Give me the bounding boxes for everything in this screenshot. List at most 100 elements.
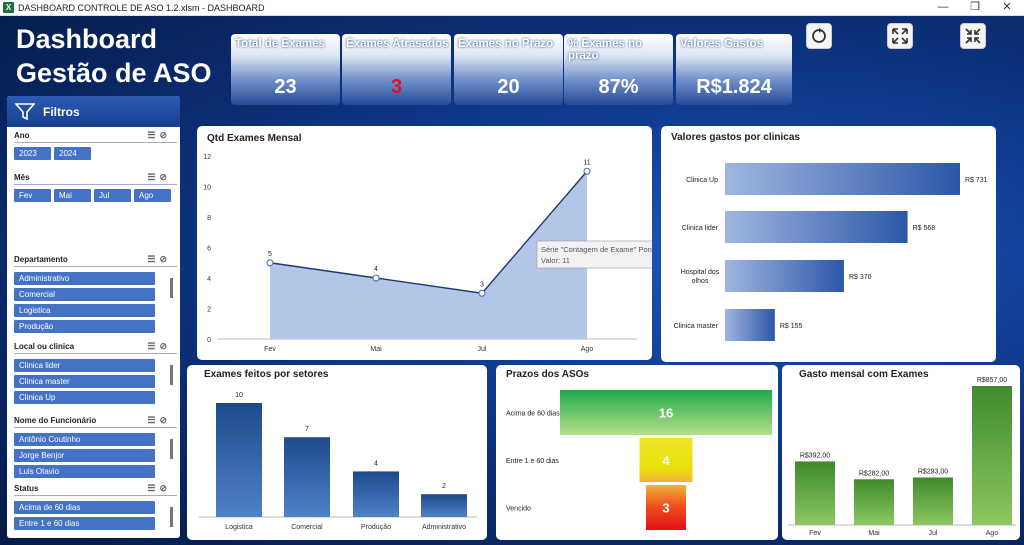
slicer-local: Local ou clinica ☰⊘ Clinica lider Clinica… [14, 340, 177, 407]
data-label: R$ 370 [849, 274, 872, 281]
filters-header: Filtros [7, 96, 180, 127]
slicer-title: Departamento ☰⊘ [14, 253, 177, 267]
slicer-title: Ano ☰⊘ [14, 129, 177, 143]
slicer-item[interactable]: Clinica Up [14, 391, 155, 404]
chart-qtd-exames-mensal: Qtd Exames Mensal 0 2 4 6 8 10 12 5 Fev 4 Mai 3 Jul 11… [197, 126, 694, 360]
refresh-button[interactable] [806, 23, 832, 49]
kpi-total-exames: Total de Exames 23 [231, 34, 340, 105]
slicer-item[interactable]: 2023 [14, 147, 51, 160]
bar [284, 437, 330, 517]
multiselect-clear-icons[interactable]: ☰⊘ [147, 172, 171, 182]
bar [353, 471, 399, 517]
funnel-bar [646, 485, 686, 530]
slicer-item[interactable]: Luis Otavio [14, 465, 155, 478]
bar [913, 477, 953, 525]
bar-chart: Gasto mensal com Exames R$392,00 Fev R$282,… [788, 369, 1016, 537]
funnel-chart: Prazos dos ASOs 16 Acima de 60 dias 4 Entre … [506, 369, 772, 530]
chart-exames-setores: Exames feitos por setores 10 Logistica 7 Com… [187, 365, 487, 540]
data-point [266, 259, 274, 267]
data-label: 3 [662, 501, 669, 516]
multiselect-clear-icons[interactable]: ☰⊘ [147, 254, 171, 264]
filter-funnel-icon [15, 102, 35, 120]
slicer-item[interactable]: Entre 1 e 60 dias [14, 517, 155, 530]
bar [725, 163, 960, 195]
funnel-bar [560, 390, 772, 435]
x-tick-label: Ago [986, 530, 999, 537]
slicer-item[interactable]: Comercial [14, 288, 155, 301]
kpi-label: Total de Exames [235, 38, 325, 50]
x-tick-label: Administrativo [422, 524, 466, 531]
bar [216, 403, 262, 517]
data-label: 16 [659, 406, 673, 421]
kpi-value: 20 [497, 76, 520, 98]
chart-title: Qtd Exames Mensal [207, 133, 302, 144]
data-label: 10 [235, 392, 243, 399]
scrollbar[interactable] [170, 507, 173, 527]
slicer-item[interactable]: 2024 [54, 147, 91, 160]
slicer-item[interactable]: Mai [54, 189, 91, 202]
kpi-value: 3 [390, 76, 403, 98]
bar [854, 479, 894, 525]
slicer-ano: Ano ☰⊘ 2023 2024 [14, 129, 177, 160]
data-label: 3 [480, 281, 484, 288]
scrollbar[interactable] [170, 278, 173, 298]
filters-title: Filtros [43, 104, 80, 119]
category-label: Clinica master [674, 323, 719, 330]
restore-button[interactable]: ❐ [970, 1, 980, 13]
slicer-item[interactable]: Jul [94, 189, 131, 202]
bar-chart: Valores gastos por clinicas R$ 731 Clinica… [671, 132, 988, 341]
slicer-item[interactable]: Produção [14, 320, 155, 333]
data-label: 4 [374, 266, 378, 273]
slicer-item[interactable]: Ago [134, 189, 171, 202]
slicer-item[interactable]: Administrativo [14, 272, 155, 285]
slicer-item[interactable]: Clinica master [14, 375, 155, 388]
refresh-icon [812, 28, 826, 43]
data-label: 11 [583, 159, 590, 166]
multiselect-clear-icons[interactable]: ☰⊘ [147, 341, 171, 351]
exit-fullscreen-button[interactable] [960, 23, 986, 49]
area-chart: Qtd Exames Mensal 0 2 4 6 8 10 12 5 Fev 4 Mai 3 Jul 11… [203, 133, 694, 353]
slicer-item[interactable]: Clinica lider [14, 359, 155, 372]
kpi-label: % Exames no prazo [568, 38, 643, 62]
minimize-button[interactable]: — [937, 1, 949, 13]
multiselect-clear-icons[interactable]: ☰⊘ [147, 415, 171, 425]
x-tick-label: Fev [264, 346, 276, 353]
slicer-item[interactable]: Logistica [14, 304, 155, 317]
kpi-exames-no-prazo: Exames no Prazo 20 [454, 34, 563, 105]
category-label: Entre 1 e 60 dias [506, 458, 559, 465]
data-label: R$ 731 [965, 177, 988, 184]
data-label: 7 [305, 426, 309, 433]
scrollbar[interactable] [170, 439, 173, 459]
scrollbar[interactable] [170, 365, 173, 385]
x-tick-label: Mai [868, 530, 880, 537]
data-point [372, 274, 380, 282]
slicer-item[interactable]: Fev [14, 189, 51, 202]
bar [725, 260, 844, 292]
slicer-item[interactable]: Acima de 60 dias [14, 501, 155, 514]
chart-prazos-asos: Prazos dos ASOs 16 Acima de 60 dias 4 Entre … [496, 365, 778, 540]
kpi-label: Exames Atrasados [346, 38, 449, 50]
fullscreen-button[interactable] [887, 23, 913, 49]
x-tick-label: Ago [581, 346, 594, 353]
data-point [583, 167, 591, 175]
series-line [269, 170, 588, 294]
data-label: R$392,00 [800, 452, 830, 459]
close-button[interactable]: ✕ [1002, 1, 1012, 13]
slicer-item[interactable]: Antônio Coutinho [14, 433, 155, 446]
data-label: 4 [662, 453, 670, 468]
y-tick-label: 10 [203, 185, 211, 192]
data-label: R$282,00 [859, 470, 889, 477]
area-fill [270, 171, 587, 339]
slicer-funcionario: Nome do Funcionário ☰⊘ Antônio Coutinho J… [14, 414, 177, 481]
kpi-value: 87% [598, 76, 639, 98]
kpi-label: Exames no Prazo [458, 38, 554, 50]
funnel-bar [639, 438, 693, 482]
data-label: R$293,00 [918, 468, 948, 475]
y-tick-label: 2 [207, 307, 211, 314]
multiselect-clear-icons[interactable]: ☰⊘ [147, 130, 171, 140]
multiselect-clear-icons[interactable]: ☰⊘ [147, 483, 171, 493]
slicer-item[interactable]: Jorge Benjor [14, 449, 155, 462]
bar [795, 461, 835, 525]
slicer-title: Status ☰⊘ [14, 482, 177, 496]
slicer-mes: Mês ☰⊘ Fev Mai Jul Ago [14, 171, 177, 202]
